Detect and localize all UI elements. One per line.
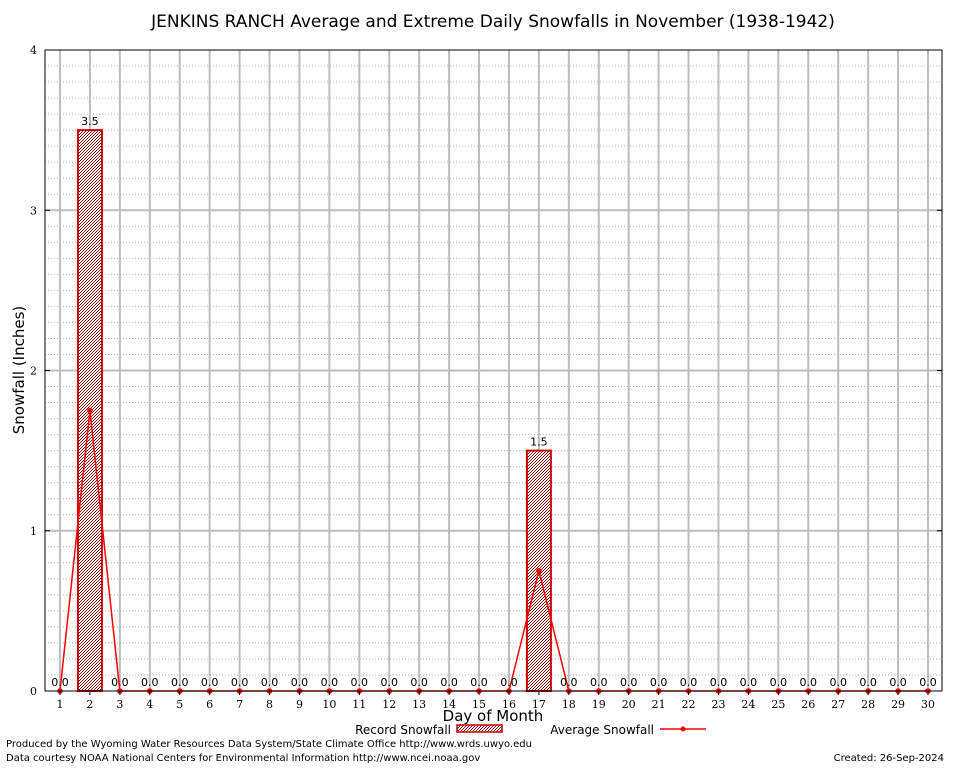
x-tick-label: 21 xyxy=(652,698,666,711)
y-tick-label: 3 xyxy=(30,204,37,217)
record-data-label: 0.0 xyxy=(919,676,937,689)
record-data-label: 0.0 xyxy=(620,676,638,689)
x-tick-label: 6 xyxy=(206,698,213,711)
record-data-label: 0.0 xyxy=(141,676,159,689)
record-data-label: 0.0 xyxy=(291,676,309,689)
y-tick-label: 0 xyxy=(30,685,37,698)
x-ticks: 1 2 3 4 5 6 7 8 9 10 11 12 13 14 15 16 17 18 19 20 21 22 23 24 2… xyxy=(57,691,935,711)
x-tick-label: 26 xyxy=(801,698,815,711)
x-tick-label: 2 xyxy=(86,698,93,711)
record-data-label: 0.0 xyxy=(710,676,728,689)
x-tick-label: 23 xyxy=(711,698,725,711)
x-tick-label: 1 xyxy=(57,698,64,711)
x-tick-label: 8 xyxy=(266,698,273,711)
x-tick-label: 22 xyxy=(682,698,696,711)
record-data-label: 0.0 xyxy=(231,676,249,689)
average-point xyxy=(536,568,542,574)
record-data-label: 0.0 xyxy=(590,676,608,689)
record-data-label: 0.0 xyxy=(351,676,369,689)
x-tick-label: 9 xyxy=(296,698,303,711)
x-tick-label: 18 xyxy=(562,698,576,711)
record-data-label: 0.0 xyxy=(500,676,518,689)
x-tick-label: 7 xyxy=(236,698,243,711)
footer-produced-by: Produced by the Wyoming Water Resources … xyxy=(6,739,532,750)
x-tick-label: 25 xyxy=(771,698,785,711)
grid xyxy=(45,50,942,691)
y-tick-label: 4 xyxy=(30,44,37,57)
record-data-label: 0.0 xyxy=(859,676,877,689)
x-tick-label: 3 xyxy=(116,698,123,711)
data-labels: 0.0 3.5 0.0 0.0 0.0 0.0 0.0 0.0 0.0 0.0 0.0 0.0 0.0 0… xyxy=(51,115,937,689)
record-data-label: 0.0 xyxy=(51,676,69,689)
legend-record-swatch xyxy=(456,724,503,733)
record-data-label: 0.0 xyxy=(829,676,847,689)
record-data-label: 0.0 xyxy=(440,676,458,689)
x-tick-label: 29 xyxy=(891,698,905,711)
x-tick-label: 10 xyxy=(322,698,336,711)
y-tick-label: 1 xyxy=(30,525,37,538)
record-data-label: 0.0 xyxy=(560,676,578,689)
record-data-label: 0.0 xyxy=(410,676,428,689)
average-point xyxy=(87,407,93,414)
record-data-label: 0.0 xyxy=(650,676,668,689)
x-tick-label: 14 xyxy=(442,698,456,711)
x-tick-label: 17 xyxy=(532,698,546,711)
x-tick-label: 20 xyxy=(622,698,636,711)
x-tick-label: 11 xyxy=(352,698,366,711)
record-data-label: 0.0 xyxy=(470,676,488,689)
legend: Record Snowfall Average Snowfall xyxy=(355,723,706,737)
y-axis-label: Snowfall (Inches) xyxy=(10,306,28,434)
record-data-label: 0.0 xyxy=(800,676,818,689)
record-data-label: 0.0 xyxy=(740,676,758,689)
record-data-label: 0.0 xyxy=(171,676,189,689)
x-tick-label: 5 xyxy=(176,698,183,711)
footer-data-courtesy: Data courtesy NOAA National Centers for … xyxy=(6,753,481,764)
y-tick-label: 2 xyxy=(30,365,37,378)
legend-record-label: Record Snowfall xyxy=(355,723,451,737)
record-data-label: 0.0 xyxy=(889,676,907,689)
footer-created: Created: 26-Sep-2024 xyxy=(833,753,944,764)
x-tick-label: 27 xyxy=(831,698,845,711)
x-tick-label: 16 xyxy=(502,698,516,711)
record-data-label: 0.0 xyxy=(770,676,788,689)
y-ticks: 0 1 2 3 4 xyxy=(30,44,942,698)
x-tick-label: 15 xyxy=(472,698,486,711)
record-data-label: 0.0 xyxy=(321,676,339,689)
legend-average-marker xyxy=(680,726,686,732)
x-tick-label: 28 xyxy=(861,698,875,711)
record-data-label: 0.0 xyxy=(111,676,129,689)
record-data-label: 0.0 xyxy=(261,676,279,689)
x-tick-label: 30 xyxy=(921,698,935,711)
chart-title: JENKINS RANCH Average and Extreme Daily … xyxy=(150,12,835,32)
x-tick-label: 4 xyxy=(146,698,153,711)
average-line xyxy=(57,407,931,694)
record-data-label: 1.5 xyxy=(530,436,548,449)
x-axis-label: Day of Month xyxy=(443,707,544,725)
record-data-label: 3.5 xyxy=(81,115,99,128)
x-tick-label: 19 xyxy=(592,698,606,711)
legend-average-label: Average Snowfall xyxy=(550,723,654,737)
record-data-label: 0.0 xyxy=(201,676,219,689)
average-series-line xyxy=(59,410,928,692)
x-tick-label: 24 xyxy=(741,698,755,711)
x-tick-label: 12 xyxy=(382,698,396,711)
x-tick-label: 13 xyxy=(412,698,426,711)
record-data-label: 0.0 xyxy=(680,676,698,689)
record-data-label: 0.0 xyxy=(380,676,398,689)
